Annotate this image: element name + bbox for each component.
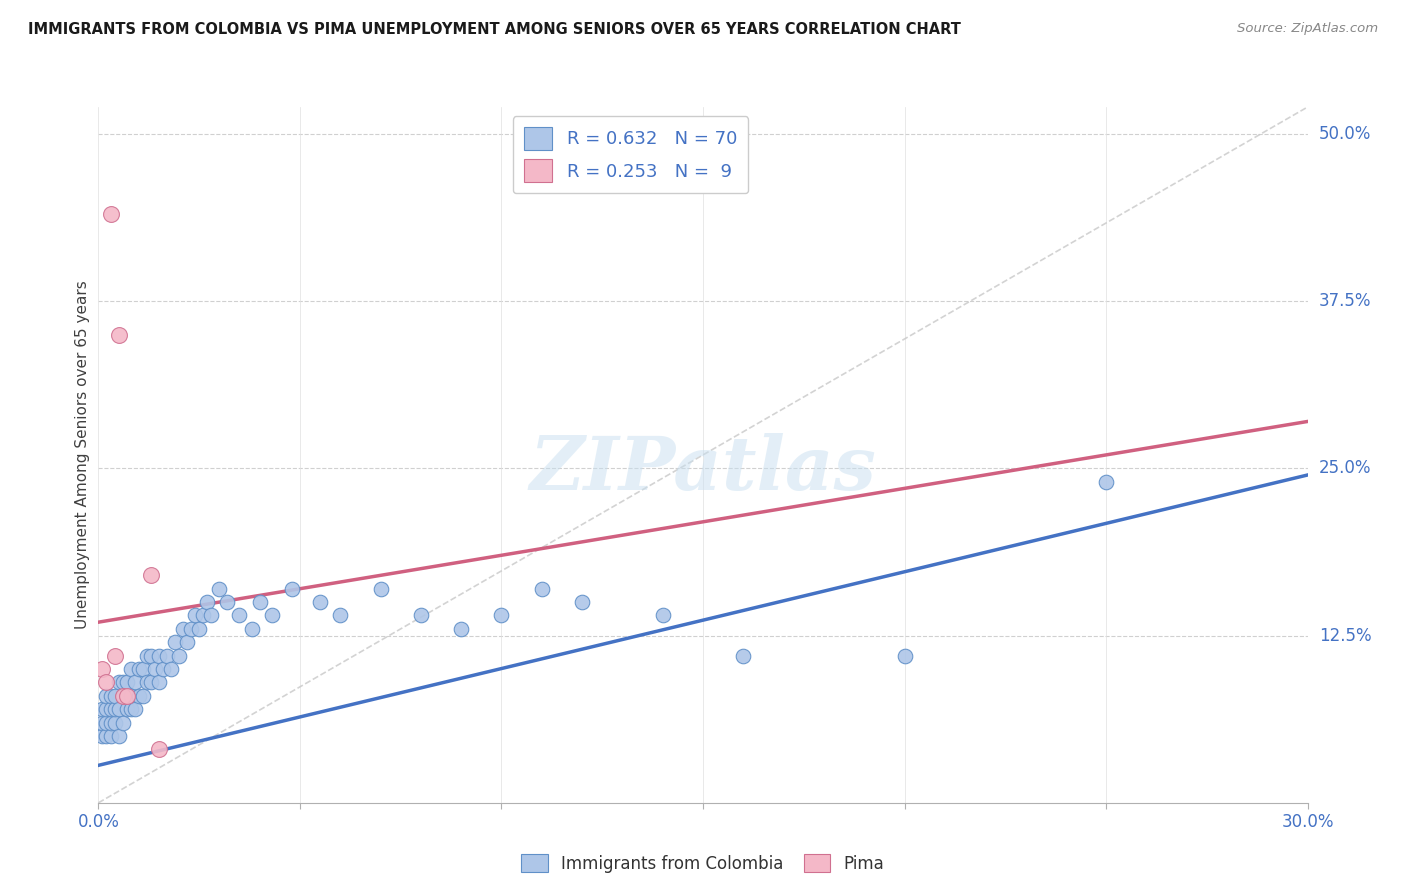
- Point: [100, 729, 122, 743]
- Point: [195, 595, 218, 609]
- Text: Source: ZipAtlas.com: Source: ZipAtlas.com: [1237, 22, 1378, 36]
- Y-axis label: Unemployment Among Seniors over 65 years: Unemployment Among Seniors over 65 years: [75, 281, 90, 629]
- Point: [370, 582, 392, 596]
- Point: [91, 729, 114, 743]
- Point: [172, 622, 194, 636]
- Text: 25.0%: 25.0%: [1319, 459, 1371, 477]
- Point: [107, 327, 129, 342]
- Text: 37.5%: 37.5%: [1319, 292, 1371, 310]
- Point: [329, 608, 352, 623]
- Text: ZIPatlas: ZIPatlas: [530, 433, 876, 505]
- Point: [96, 715, 118, 730]
- Point: [111, 715, 134, 730]
- Point: [100, 715, 122, 730]
- Point: [240, 622, 263, 636]
- Point: [120, 702, 142, 716]
- Point: [120, 662, 142, 676]
- Point: [91, 715, 114, 730]
- Point: [124, 675, 146, 690]
- Point: [103, 702, 125, 716]
- Point: [111, 689, 134, 703]
- Point: [651, 608, 673, 623]
- Point: [107, 729, 129, 743]
- Point: [103, 689, 125, 703]
- Point: [281, 582, 304, 596]
- Point: [249, 595, 271, 609]
- Point: [450, 622, 472, 636]
- Point: [530, 582, 553, 596]
- Point: [148, 675, 170, 690]
- Point: [115, 702, 138, 716]
- Point: [91, 702, 114, 716]
- Point: [139, 568, 162, 582]
- Point: [111, 689, 134, 703]
- Point: [120, 689, 142, 703]
- Point: [160, 662, 183, 676]
- Point: [260, 608, 283, 623]
- Text: IMMIGRANTS FROM COLOMBIA VS PIMA UNEMPLOYMENT AMONG SENIORS OVER 65 YEARS CORREL: IMMIGRANTS FROM COLOMBIA VS PIMA UNEMPLO…: [28, 22, 960, 37]
- Point: [163, 635, 186, 649]
- Point: [100, 207, 122, 221]
- Point: [128, 689, 150, 703]
- Point: [103, 648, 125, 663]
- Point: [491, 608, 513, 623]
- Point: [167, 648, 190, 663]
- Point: [132, 689, 155, 703]
- Point: [200, 608, 222, 623]
- Point: [91, 662, 114, 676]
- Point: [135, 675, 157, 690]
- Point: [139, 675, 162, 690]
- Point: [571, 595, 593, 609]
- Point: [188, 622, 211, 636]
- Point: [96, 675, 118, 690]
- Point: [100, 689, 122, 703]
- Point: [893, 648, 915, 663]
- Point: [96, 702, 118, 716]
- Point: [217, 595, 239, 609]
- Point: [111, 675, 134, 690]
- Point: [156, 648, 179, 663]
- Point: [107, 675, 129, 690]
- Point: [193, 608, 215, 623]
- Point: [96, 689, 118, 703]
- Point: [733, 648, 755, 663]
- Point: [115, 689, 138, 703]
- Legend: Immigrants from Colombia, Pima: Immigrants from Colombia, Pima: [515, 847, 891, 880]
- Point: [1095, 475, 1118, 489]
- Point: [115, 675, 138, 690]
- Point: [309, 595, 332, 609]
- Legend: R = 0.632   N = 70, R = 0.253   N =  9: R = 0.632 N = 70, R = 0.253 N = 9: [513, 116, 748, 194]
- Point: [135, 648, 157, 663]
- Text: 50.0%: 50.0%: [1319, 125, 1371, 143]
- Point: [107, 702, 129, 716]
- Point: [139, 648, 162, 663]
- Text: 12.5%: 12.5%: [1319, 626, 1371, 645]
- Point: [128, 662, 150, 676]
- Point: [208, 582, 231, 596]
- Point: [96, 729, 118, 743]
- Point: [103, 715, 125, 730]
- Point: [143, 662, 166, 676]
- Point: [180, 622, 202, 636]
- Point: [184, 608, 207, 623]
- Point: [124, 702, 146, 716]
- Point: [176, 635, 198, 649]
- Point: [409, 608, 432, 623]
- Point: [228, 608, 250, 623]
- Point: [152, 662, 174, 676]
- Point: [148, 742, 170, 756]
- Point: [132, 662, 155, 676]
- Point: [148, 648, 170, 663]
- Point: [100, 702, 122, 716]
